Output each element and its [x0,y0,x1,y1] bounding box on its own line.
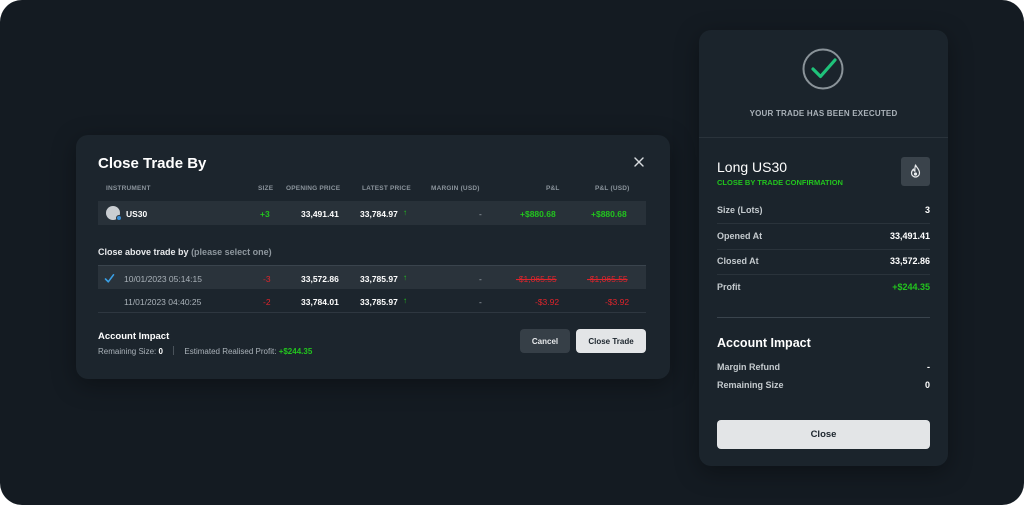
impact-value: - [927,362,930,372]
account-impact-title: Account Impact [717,336,811,350]
detail-label: Closed At [717,256,759,266]
remaining-size-value: 0 [158,347,163,356]
close-by-label: Close above trade by (please select one) [98,247,272,257]
trade-opening-price: 33,572.86 [301,274,339,284]
remaining-size-label: Remaining Size: [98,347,157,356]
divider [717,317,930,318]
close-icon[interactable] [632,155,646,169]
close-trade-button[interactable]: Close Trade [576,329,646,353]
instrument-opening-price: 33,491.41 [301,209,339,219]
trade-pnl-usd: -$1,065.55 [587,274,628,284]
modal-title: Close Trade By [98,155,207,172]
col-pnl: P&L [546,185,560,192]
col-pnl-usd: P&L (USD) [595,185,630,192]
executed-message: YOUR TRADE HAS BEEN EXECUTED [749,109,898,118]
table-header: INSTRUMENT SIZE OPENING PRICE LATEST PRI… [98,185,646,199]
detail-opened-at: Opened At 33,491.41 [717,224,930,250]
close-trade-modal: Close Trade By INSTRUMENT SIZE OPENING P… [76,135,670,379]
trade-pnl-usd: -$3.92 [605,297,630,307]
detail-value: +$244.35 [892,282,930,292]
instrument-margin: - [479,209,482,219]
col-opening-price: OPENING PRICE [286,185,341,192]
detail-value: 33,572.86 [889,256,930,266]
detail-label: Size (Lots) [717,205,763,215]
fire-button[interactable] [901,157,930,186]
instrument-pnl-usd: +$880.68 [591,209,627,219]
detail-label: Profit [717,282,741,292]
close-button[interactable]: Close [717,420,930,449]
instrument-size: +3 [260,209,270,219]
cancel-button[interactable]: Cancel [520,329,570,353]
trade-subtitle: CLOSE BY TRADE CONFIRMATION [717,178,843,187]
est-profit-value: +$244.35 [278,347,313,356]
account-impact-title: Account Impact [98,331,170,342]
trade-name: Long US30 [717,159,788,175]
arrow-up-icon: ↑ [403,273,407,282]
est-profit-label: Estimated Realised Profit: [184,347,277,356]
detail-label: Opened At [717,231,763,241]
trade-margin: - [479,297,482,307]
detail-profit: Profit +$244.35 [717,275,930,301]
instrument-row: US30 +3 33,491.41 33,784.97 ↑ - +$880.68… [98,201,646,225]
instrument-name: US30 [126,209,148,219]
trade-opening-price: 33,784.01 [301,297,339,307]
trade-size: -2 [263,297,271,307]
col-margin: MARGIN (USD) [431,185,480,192]
divider [699,137,948,138]
detail-value: 33,491.41 [889,231,930,241]
trade-pnl: -$3.92 [535,297,560,307]
fire-icon [910,164,921,178]
close-by-label-text: Close above trade by [98,247,189,257]
trade-size: -3 [263,274,271,284]
trade-date: 10/01/2023 05:14:15 [124,274,202,284]
impact-value: 0 [924,380,930,390]
divider [173,346,175,355]
impact-label: Remaining Size [717,380,784,390]
detail-size: Size (Lots) 3 [717,198,930,224]
account-impact-summary: Remaining Size: 0 Estimated Realised Pro… [98,346,312,356]
trade-pnl: -$1,065.55 [516,274,557,284]
confirmation-panel: YOUR TRADE HAS BEEN EXECUTED Long US30 C… [699,30,948,466]
checkmark-icon [104,273,115,284]
trade-latest-price: 33,785.97 [360,274,398,284]
impact-label: Margin Refund [717,362,780,372]
check-circle-icon [801,47,845,91]
trade-latest-price: 33,785.97 [360,297,398,307]
close-by-hint: (please select one) [191,247,272,257]
trade-date: 11/01/2023 04:40:25 [124,297,202,307]
trade-margin: - [479,274,482,284]
col-instrument: INSTRUMENT [106,185,151,192]
instrument-pnl: +$880.68 [520,209,556,219]
trade-row[interactable]: 11/01/2023 04:40:25 -2 33,784.01 33,785.… [98,289,646,313]
col-latest-price: LATEST PRICE [362,185,411,192]
col-size: SIZE [258,185,274,192]
detail-closed-at: Closed At 33,572.86 [717,249,930,275]
trade-row-selected[interactable]: 10/01/2023 05:14:15 -3 33,572.86 33,785.… [98,265,646,289]
arrow-up-icon: ↑ [403,296,407,305]
instrument-latest-price: 33,784.97 [360,209,398,219]
arrow-up-icon: ↑ [403,208,407,217]
instrument-icon [106,206,122,221]
detail-value: 3 [924,205,930,215]
